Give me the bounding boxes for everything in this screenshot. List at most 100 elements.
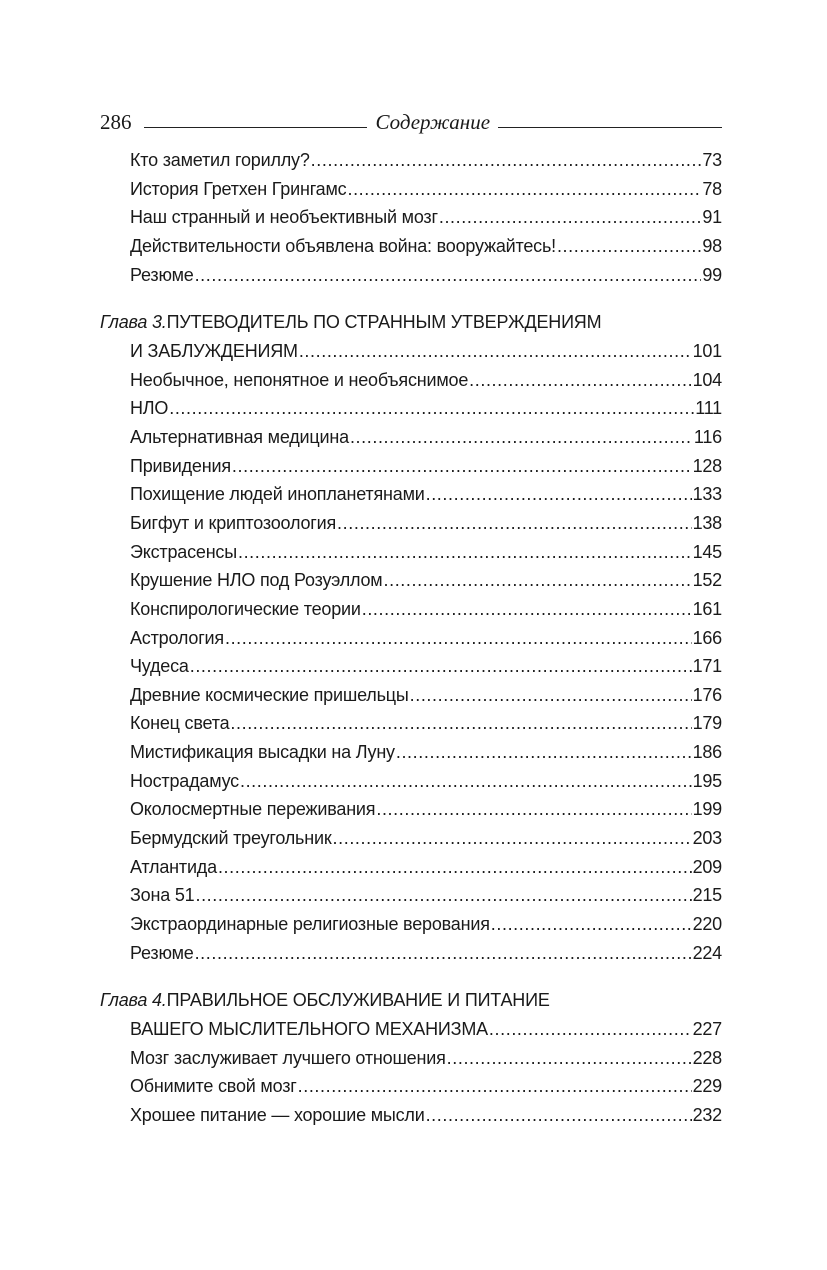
toc-entry[interactable]: Резюме 99 bbox=[100, 261, 722, 290]
entry-title: Обнимите свой мозг bbox=[130, 1076, 297, 1097]
dot-leader bbox=[218, 853, 692, 882]
entry-title: Экстраординарные религиозные верования bbox=[130, 914, 490, 935]
entry-title: Крушение НЛО под Розуэллом bbox=[130, 570, 383, 591]
toc-entry[interactable]: Похищение людей инопланетянами 133 bbox=[100, 480, 722, 509]
toc-entry[interactable]: Конспирологические теории 161 bbox=[100, 595, 722, 624]
toc-entry[interactable]: Экстрасенсы 145 bbox=[100, 538, 722, 567]
dot-leader bbox=[299, 337, 692, 366]
toc-entry[interactable]: Хрошее питание — хорошие мысли 232 bbox=[100, 1101, 722, 1130]
entry-title: Похищение людей инопланетянами bbox=[130, 484, 425, 505]
entry-title: Атлантида bbox=[130, 856, 217, 877]
toc-entry[interactable]: Бермудский треугольник 203 bbox=[100, 824, 722, 853]
entry-page: 209 bbox=[692, 856, 723, 877]
chapter-heading-continued[interactable]: И ЗАБЛУЖДЕНИЯМ 101 bbox=[100, 337, 722, 366]
dot-leader bbox=[410, 681, 692, 710]
toc-entry[interactable]: Околосмертные переживания 199 bbox=[100, 795, 722, 824]
entry-title: Конец света bbox=[130, 713, 230, 734]
toc-entry[interactable]: Атлантида 209 bbox=[100, 853, 722, 882]
header-rule-right bbox=[498, 127, 723, 128]
chapter-title-line2: И ЗАБЛУЖДЕНИЯМ bbox=[130, 340, 298, 361]
chapter-title-line2: ВАШЕГО МЫСЛИТЕЛЬНОГО МЕХАНИЗМА bbox=[130, 1019, 488, 1040]
dot-leader bbox=[489, 1015, 692, 1044]
entry-page: 224 bbox=[692, 942, 723, 963]
dot-leader bbox=[362, 595, 692, 624]
dot-leader bbox=[230, 709, 691, 738]
chapter-heading[interactable]: Глава 3. ПУТЕВОДИТЕЛЬ ПО СТРАННЫМ УТВЕРЖ… bbox=[100, 308, 722, 337]
chapter-label: Глава 4. bbox=[100, 990, 167, 1011]
dot-leader bbox=[337, 509, 692, 538]
entry-page: 91 bbox=[702, 207, 722, 228]
toc-entry[interactable]: История Гретхен Грингамс 78 bbox=[100, 175, 722, 204]
entry-title: Резюме bbox=[130, 264, 194, 285]
entry-title: Необычное, непонятное и необъяснимое bbox=[130, 369, 469, 390]
entry-page: 166 bbox=[692, 627, 723, 648]
entry-page: 98 bbox=[702, 235, 722, 256]
chapter-title-line1: ПУТЕВОДИТЕЛЬ ПО СТРАННЫМ УТВЕРЖДЕНИЯМ bbox=[166, 312, 602, 333]
toc-entry[interactable]: Крушение НЛО под Розуэллом 152 bbox=[100, 566, 722, 595]
entry-page: 116 bbox=[693, 426, 722, 447]
entry-title: Экстрасенсы bbox=[130, 541, 237, 562]
entry-title: Кто заметил гориллу? bbox=[130, 150, 310, 170]
chapter-heading-continued[interactable]: ВАШЕГО МЫСЛИТЕЛЬНОГО МЕХАНИЗМА 227 bbox=[100, 1015, 722, 1044]
toc-entry[interactable]: Обнимите свой мозг 229 bbox=[100, 1072, 722, 1101]
entry-title: Конспирологические теории bbox=[130, 598, 361, 619]
chapter-heading[interactable]: Глава 4. ПРАВИЛЬНОЕ ОБСЛУЖИВАНИЕ И ПИТАН… bbox=[100, 986, 722, 1015]
toc-entry[interactable]: НЛО 111 bbox=[100, 394, 722, 423]
dot-leader bbox=[298, 1072, 692, 1101]
toc-entry[interactable]: Кто заметил гориллу? 73 bbox=[100, 146, 722, 175]
chapter-title-line1: ПРАВИЛЬНОЕ ОБСЛУЖИВАНИЕ И ПИТАНИЕ bbox=[166, 990, 550, 1011]
toc-entry[interactable]: Альтернативная медицина 116 bbox=[100, 423, 722, 452]
entry-page: 128 bbox=[692, 455, 723, 476]
dot-leader bbox=[240, 767, 692, 796]
table-of-contents: Кто заметил гориллу? 73 История Гретхен Гр… bbox=[100, 146, 722, 1130]
entry-page: 228 bbox=[692, 1047, 723, 1068]
toc-entry[interactable]: Мистификация высадки на Луну 186 bbox=[100, 738, 722, 767]
toc-entry[interactable]: Астрология 166 bbox=[100, 624, 722, 653]
entry-title: Чудеса bbox=[130, 656, 189, 677]
entry-page: 161 bbox=[692, 598, 723, 619]
toc-entry[interactable]: Необычное, непонятное и необъяснимое 104 bbox=[100, 366, 722, 395]
entry-title: Хрошее питание — хорошие мысли bbox=[130, 1105, 425, 1125]
entry-page: 104 bbox=[692, 369, 723, 390]
entry-title: НЛО bbox=[130, 398, 169, 419]
toc-entry[interactable]: Действительности объявлена война: вооруж… bbox=[100, 232, 722, 261]
entry-title: Наш странный и необъективный мозг bbox=[130, 207, 438, 228]
entry-title: Привидения bbox=[130, 455, 231, 476]
toc-entry[interactable]: Бигфут и криптозоология 138 bbox=[100, 509, 722, 538]
dot-leader bbox=[195, 939, 692, 968]
toc-entry[interactable]: Экстраординарные религиозные верования 22… bbox=[100, 910, 722, 939]
entry-page: 176 bbox=[692, 684, 723, 705]
entry-title: Астрология bbox=[130, 627, 224, 648]
entry-page: 203 bbox=[692, 828, 723, 849]
toc-entry[interactable]: Наш странный и необъективный мозг 91 bbox=[100, 203, 722, 232]
entry-title: Альтернативная медицина bbox=[130, 426, 349, 447]
toc-entry[interactable]: Древние космические пришельцы 176 bbox=[100, 681, 722, 710]
dot-leader bbox=[557, 232, 701, 261]
entry-title: Резюме bbox=[130, 942, 194, 963]
toc-entry[interactable]: Привидения 128 bbox=[100, 452, 722, 481]
entry-title: Действительности объявлена война: вооруж… bbox=[130, 235, 556, 256]
dot-leader bbox=[169, 394, 694, 423]
toc-entry[interactable]: Конец света 179 bbox=[100, 709, 722, 738]
toc-entry[interactable]: Мозг заслуживает лучшего отношения 228 bbox=[100, 1044, 722, 1073]
toc-entry[interactable]: Резюме 224 bbox=[100, 939, 722, 968]
entry-page: 145 bbox=[692, 541, 723, 562]
toc-entry[interactable]: Нострадамус 195 bbox=[100, 767, 722, 796]
section-gap bbox=[100, 967, 722, 986]
dot-leader bbox=[491, 910, 692, 939]
entry-page: 220 bbox=[692, 914, 723, 935]
dot-leader bbox=[396, 738, 692, 767]
entry-page: 133 bbox=[692, 484, 723, 505]
section-gap bbox=[100, 289, 722, 308]
entry-page: 199 bbox=[692, 799, 723, 820]
entry-page: 99 bbox=[702, 264, 722, 285]
toc-entry[interactable]: Зона 51 215 bbox=[100, 881, 722, 910]
entry-page: 73 bbox=[702, 150, 722, 170]
header-rule-left bbox=[143, 127, 368, 128]
chapter-page: 227 bbox=[692, 1019, 723, 1040]
entry-page: 229 bbox=[692, 1076, 723, 1097]
toc-entry[interactable]: Чудеса 171 bbox=[100, 652, 722, 681]
entry-page: 78 bbox=[702, 178, 722, 199]
dot-leader bbox=[190, 652, 692, 681]
dot-leader bbox=[384, 566, 692, 595]
